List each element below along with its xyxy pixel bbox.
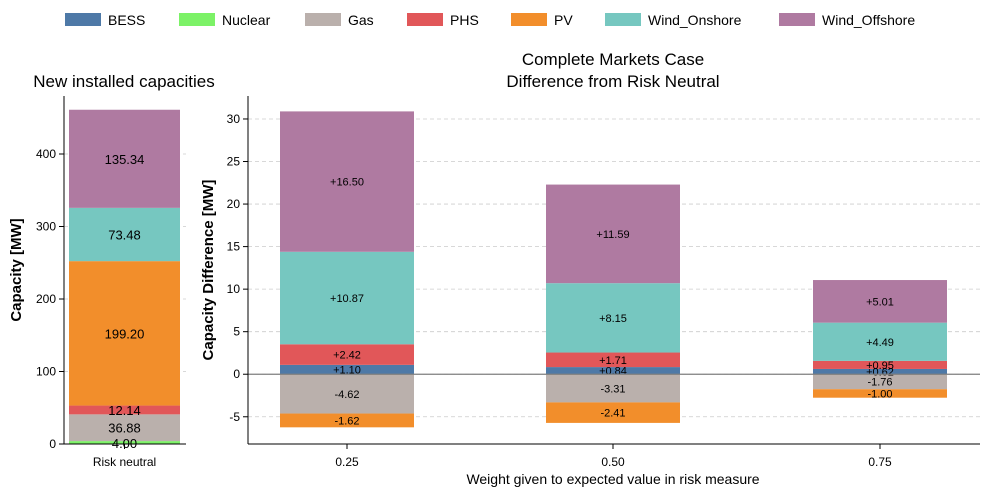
legend-label-phs: PHS <box>450 12 479 28</box>
left-bar-phs <box>69 405 180 415</box>
right-data-label-wind-offshore: +11.59 <box>596 229 629 241</box>
legend: BESS Nuclear Gas PHS PV Wind_Onshore Wind_Offs… <box>65 12 915 28</box>
right-y-tick-label: 20 <box>227 197 241 211</box>
legend-swatch-wind-onshore <box>605 13 641 26</box>
right-y-tick-label: 5 <box>233 325 240 339</box>
right-data-label-wind-onshore: +8.15 <box>599 313 627 325</box>
right-chart-x-axis-label: Weight given to expected value in risk m… <box>466 471 759 487</box>
right-bar-phs <box>546 352 680 368</box>
left-y-tick-label: 300 <box>36 220 56 234</box>
right-bar-pv <box>813 389 947 398</box>
right-bar-gas <box>813 374 947 390</box>
right-data-label-pv: -2.41 <box>600 408 625 420</box>
left-y-tick-label: 400 <box>36 147 56 161</box>
right-bar-phs <box>280 344 414 365</box>
legend-swatch-bess <box>65 13 101 26</box>
right-chart-title: Complete Markets Case <box>522 50 704 69</box>
right-data-label-gas: -4.62 <box>334 389 359 401</box>
right-bar-phs <box>813 360 947 369</box>
legend-swatch-pv <box>511 13 547 26</box>
legend-swatch-nuclear <box>179 13 215 26</box>
right-bar-wind-offshore <box>546 184 680 284</box>
left-chart-y-axis-label: Capacity [MW] <box>8 218 25 321</box>
right-data-label-gas: -3.31 <box>600 383 625 395</box>
right-data-label-bess: +1.10 <box>333 365 361 377</box>
left-data-label-pv: 199.20 <box>105 326 145 341</box>
right-data-label-phs: +2.42 <box>333 350 361 362</box>
right-x-tick-label: 0.25 <box>335 455 359 469</box>
right-bar-wind-onshore <box>280 251 414 345</box>
right-y-tick-label: -5 <box>229 410 240 424</box>
right-y-tick-label: 30 <box>227 112 241 126</box>
left-y-tick-label: 0 <box>49 437 56 451</box>
right-data-label-pv: -1.62 <box>334 415 359 427</box>
legend-swatch-wind-offshore <box>779 13 815 26</box>
right-data-label-wind-offshore: +5.01 <box>866 296 894 308</box>
right-data-label-pv: -1.00 <box>867 388 892 400</box>
right-data-label-gas: -1.76 <box>867 377 892 389</box>
right-bar-wind-onshore <box>546 283 680 353</box>
left-bar-pv <box>69 261 180 406</box>
right-x-tick-label: 0.50 <box>601 455 625 469</box>
right-bar-gas <box>280 374 414 414</box>
right-y-tick-label: 10 <box>227 282 241 296</box>
left-bar-nuclear <box>69 441 180 444</box>
right-chart-subtitle: Difference from Risk Neutral <box>506 72 719 91</box>
left-y-tick-label: 100 <box>36 365 56 379</box>
right-bar-pv <box>546 402 680 423</box>
right-bar-wind-offshore <box>280 111 414 252</box>
left-data-label-wind-offshore: 135.34 <box>105 152 145 167</box>
left-data-label-gas: 36.88 <box>108 421 141 436</box>
left-chart-title: New installed capacities <box>33 72 214 91</box>
right-data-label-wind-onshore: +4.49 <box>866 337 894 349</box>
legend-label-wind-offshore: Wind_Offshore <box>822 12 915 28</box>
right-data-label-bess: +0.84 <box>599 366 627 378</box>
right-bar-pv <box>280 413 414 428</box>
right-data-label-phs: +1.71 <box>599 355 627 367</box>
legend-label-wind-onshore: Wind_Onshore <box>648 12 742 28</box>
legend-label-nuclear: Nuclear <box>222 12 271 28</box>
left-data-label-phs: 12.14 <box>108 403 141 418</box>
legend-label-gas: Gas <box>348 12 374 28</box>
right-data-label-wind-onshore: +10.87 <box>330 293 364 305</box>
right-y-tick-label: 25 <box>227 155 241 169</box>
right-data-label-phs: +0.95 <box>866 360 894 372</box>
left-chart: New installed capacities Capacity [MW] 0… <box>8 72 215 469</box>
left-bar-wind-offshore <box>69 109 180 208</box>
right-x-tick-label: 0.75 <box>868 455 892 469</box>
right-bar-wind-offshore <box>813 280 947 323</box>
right-data-label-bess: +0.62 <box>866 367 894 379</box>
legend-label-pv: PV <box>554 12 573 28</box>
legend-swatch-gas <box>305 13 341 26</box>
right-bar-bess <box>813 368 947 375</box>
right-bar-gas <box>546 374 680 403</box>
right-chart-y-axis-label: Capacity Difference [MW] <box>200 180 217 361</box>
left-x-tick-label: Risk neutral <box>93 455 156 469</box>
right-y-tick-label: 0 <box>233 367 240 381</box>
right-bar-bess <box>546 367 680 375</box>
right-bar-bess <box>280 364 414 375</box>
left-data-label-wind-onshore: 73.48 <box>108 228 141 243</box>
left-bar-gas <box>69 414 180 442</box>
left-y-tick-label: 200 <box>36 292 56 306</box>
legend-label-bess: BESS <box>108 12 145 28</box>
legend-swatch-phs <box>407 13 443 26</box>
right-y-tick-label: 15 <box>227 240 241 254</box>
right-bar-wind-onshore <box>813 322 947 361</box>
right-data-label-wind-offshore: +16.50 <box>330 177 364 189</box>
right-chart: Complete Markets Case Difference from Ri… <box>200 50 980 487</box>
left-bar-wind-onshore <box>69 207 180 262</box>
